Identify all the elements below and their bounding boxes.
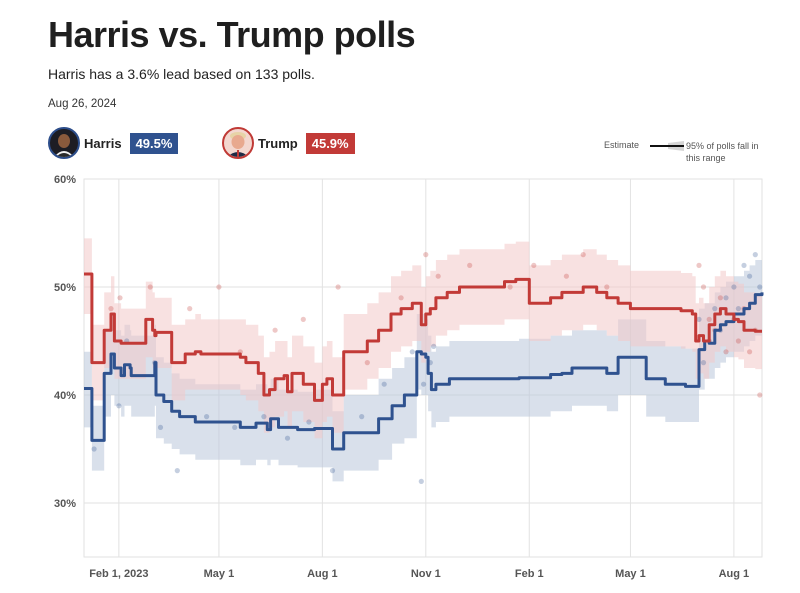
x-tick-label: Feb 1 [515, 568, 544, 580]
poll-dot-trump [117, 295, 123, 301]
poll-dot-harris [741, 262, 747, 268]
trump-avatar-icon [222, 127, 254, 159]
poll-dot-trump [531, 262, 537, 268]
poll-dot-harris [232, 424, 238, 430]
poll-dot-harris [757, 284, 763, 290]
poll-dot-trump [467, 262, 473, 268]
poll-dot-harris [723, 295, 729, 301]
x-tick-label: Feb 1, 2023 [89, 568, 148, 580]
poll-dot-harris [116, 403, 122, 409]
poll-dot-trump [335, 284, 341, 290]
poll-dot-trump [735, 338, 742, 344]
poll-dot-trump [580, 252, 586, 258]
poll-dot-trump [696, 262, 702, 268]
line-harris [84, 292, 764, 451]
poll-dot-harris [359, 414, 365, 420]
poll-dot-harris [91, 446, 97, 452]
candidate-name: Trump [258, 135, 298, 151]
estimate-key-label: Estimate [604, 140, 640, 150]
poll-dot-trump [747, 349, 753, 355]
poll-dot-trump [398, 295, 404, 301]
poll-dot-trump [563, 273, 570, 279]
poll-dot-trump [700, 284, 707, 290]
poll-dot-harris [261, 414, 267, 420]
candidate-name: Harris [84, 135, 122, 151]
poll-dot-harris [306, 419, 312, 425]
candidate-harris: Harris 49.5% [48, 126, 179, 160]
poll-dot-harris [735, 306, 742, 312]
poll-dot-trump [723, 349, 729, 355]
y-tick-label: 60% [54, 174, 76, 186]
poll-dot-harris [418, 478, 424, 484]
y-axis: 30% 40% 50% 60% [54, 174, 76, 510]
y-tick-label: 30% [54, 498, 76, 510]
poll-dot-trump [187, 306, 193, 312]
x-tick-label: May 1 [204, 568, 235, 580]
poll-dot-harris [700, 360, 707, 366]
poll-dot-trump [717, 295, 724, 301]
poll-dot-harris [284, 435, 291, 441]
x-tick-label: Nov 1 [411, 568, 441, 580]
y-tick-label: 40% [54, 390, 76, 402]
poll-dot-trump [757, 392, 763, 398]
poll-dot-trump [435, 273, 441, 279]
poll-dot-trump [364, 360, 370, 366]
x-tick-label: Aug 1 [307, 568, 338, 580]
poll-dot-trump [147, 284, 153, 290]
poll-dot-harris [431, 343, 437, 349]
poll-dot-trump [423, 252, 429, 258]
poll-dot-harris [204, 414, 210, 420]
poll-dot-trump [507, 284, 513, 290]
poll-dot-harris [696, 316, 702, 322]
page-subtitle: Harris has a 3.6% lead based on 133 poll… [48, 66, 315, 82]
harris-value-badge: 49.5% [129, 132, 179, 154]
poll-dot-trump [108, 306, 114, 312]
trend-lines [84, 272, 764, 451]
poll-dot-harris [174, 468, 180, 474]
publish-date: Aug 26, 2024 [48, 98, 117, 110]
y-tick-label: 50% [54, 282, 76, 294]
poll-dot-harris [329, 468, 336, 474]
line-trump [84, 272, 762, 402]
poll-dot-harris [747, 273, 753, 279]
x-tick-label: Aug 1 [719, 568, 750, 580]
x-tick-label: May 1 [615, 568, 646, 580]
poll-dot-trump [272, 327, 278, 333]
poll-dot-harris [712, 306, 718, 312]
poll-dot-harris [381, 381, 387, 387]
poll-dot-harris [409, 349, 415, 355]
poll-dot-trump [604, 284, 610, 290]
poll-dot-harris [421, 381, 427, 387]
candidate-legend: Harris 49.5% Trump 45.9% Estimate 95% of… [48, 126, 768, 163]
estimate-range-label: 95% of polls fall in this range [686, 141, 759, 163]
band-harris [84, 254, 762, 482]
candidate-trump: Trump 45.9% [222, 126, 355, 160]
estimate-key-swatch [650, 141, 684, 151]
trump-value-badge: 45.9% [305, 132, 355, 154]
poll-dot-trump [216, 284, 222, 290]
harris-avatar-icon [48, 127, 80, 159]
poll-dot-trump [706, 316, 712, 322]
page-title: Harris vs. Trump polls [48, 14, 416, 55]
x-axis: Feb 1, 2023 May 1 Aug 1 Nov 1 Feb 1 May 1 Aug … [89, 568, 749, 580]
poll-dot-harris [752, 252, 758, 258]
poll-dot-trump [300, 316, 306, 322]
poll-dot-harris [157, 424, 164, 430]
poll-dot-harris [731, 284, 737, 290]
